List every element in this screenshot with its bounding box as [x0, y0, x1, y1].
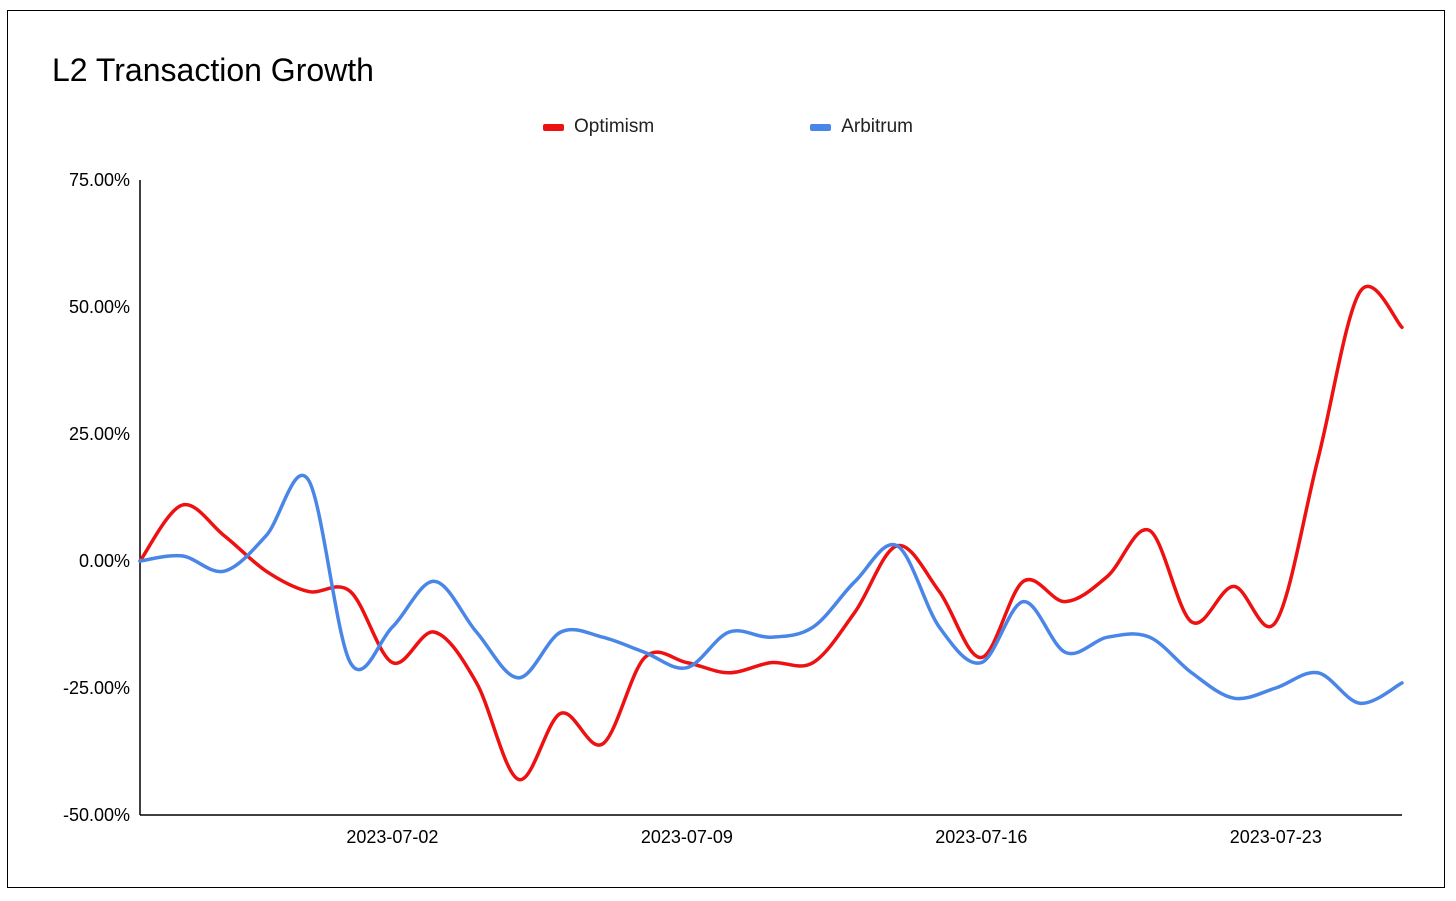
data-point-arbitrum — [475, 630, 479, 634]
x-tick-label: 2023-07-02 — [346, 827, 438, 847]
data-point-arbitrum — [601, 635, 605, 639]
data-point-arbitrum — [895, 544, 899, 548]
data-point-optimism — [1274, 620, 1278, 624]
chart-frame — [7, 10, 1445, 888]
data-point-optimism — [727, 671, 731, 675]
y-tick-label: 25.00% — [69, 424, 130, 444]
data-point-arbitrum — [811, 625, 815, 629]
chart-legend: Optimism Arbitrum — [0, 116, 1456, 138]
data-point-arbitrum — [979, 661, 983, 665]
data-point-optimism — [1063, 600, 1067, 604]
data-point-arbitrum — [1021, 600, 1025, 604]
data-point-optimism — [517, 777, 521, 781]
data-point-arbitrum — [517, 676, 521, 680]
data-point-arbitrum — [1148, 635, 1152, 639]
data-point-arbitrum — [1190, 671, 1194, 675]
y-tick-label: 0.00% — [79, 551, 130, 571]
data-point-optimism — [1106, 574, 1110, 578]
legend-swatch-arbitrum — [810, 123, 832, 131]
data-point-optimism — [811, 661, 815, 665]
data-point-optimism — [1021, 579, 1025, 583]
data-point-arbitrum — [1316, 671, 1320, 675]
data-point-optimism — [306, 589, 310, 593]
data-point-optimism — [937, 589, 941, 593]
series-line-arbitrum — [138, 473, 1404, 705]
data-point-optimism — [601, 742, 605, 746]
x-tick-label: 2023-07-16 — [935, 827, 1027, 847]
data-point-arbitrum — [1400, 681, 1404, 685]
x-tick-label: 2023-07-23 — [1230, 827, 1322, 847]
data-point-optimism — [180, 503, 184, 507]
data-point-arbitrum — [1358, 701, 1362, 705]
data-point-arbitrum — [1274, 686, 1278, 690]
data-point-arbitrum — [1106, 635, 1110, 639]
y-tick-label: -25.00% — [63, 678, 130, 698]
data-point-optimism — [1148, 529, 1152, 533]
data-point-arbitrum — [937, 625, 941, 629]
data-point-arbitrum — [138, 559, 142, 563]
data-point-arbitrum — [432, 579, 436, 583]
data-point-arbitrum — [348, 661, 352, 665]
series-line-optimism — [138, 284, 1404, 782]
data-point-optimism — [685, 661, 689, 665]
data-point-arbitrum — [264, 534, 268, 538]
data-point-optimism — [390, 661, 394, 665]
data-point-optimism — [559, 711, 563, 715]
chart-title: L2 Transaction Growth — [52, 52, 374, 88]
data-point-optimism — [264, 569, 268, 573]
data-point-optimism — [1190, 620, 1194, 624]
data-point-arbitrum — [1232, 696, 1236, 700]
data-point-arbitrum — [769, 635, 773, 639]
data-point-optimism — [643, 656, 647, 660]
y-tick-label: 75.00% — [69, 170, 130, 190]
data-point-arbitrum — [643, 650, 647, 654]
data-point-optimism — [1358, 290, 1362, 294]
legend-item-optimism[interactable]: Optimism — [542, 116, 655, 138]
data-point-arbitrum — [685, 666, 689, 670]
legend-swatch-optimism — [542, 123, 564, 131]
data-point-optimism — [979, 656, 983, 660]
data-point-arbitrum — [853, 579, 857, 583]
legend-item-arbitrum[interactable]: Arbitrum — [684, 116, 913, 138]
x-tick-label: 2023-07-09 — [641, 827, 733, 847]
data-point-optimism — [222, 534, 226, 538]
data-point-optimism — [853, 610, 857, 614]
data-point-arbitrum — [306, 478, 310, 482]
y-tick-label: -50.00% — [63, 805, 130, 825]
data-point-optimism — [432, 630, 436, 634]
data-point-arbitrum — [390, 625, 394, 629]
data-point-optimism — [1232, 584, 1236, 588]
legend-label-optimism: Optimism — [573, 116, 655, 137]
legend-label-arbitrum: Arbitrum — [841, 116, 914, 137]
data-point-arbitrum — [180, 554, 184, 558]
data-point-arbitrum — [1063, 650, 1067, 654]
data-point-arbitrum — [559, 630, 563, 634]
data-point-optimism — [769, 661, 773, 665]
data-point-optimism — [1316, 457, 1320, 461]
y-tick-label: 50.00% — [69, 297, 130, 317]
data-point-arbitrum — [222, 569, 226, 573]
data-point-optimism — [475, 681, 479, 685]
data-point-arbitrum — [727, 630, 731, 634]
data-point-optimism — [348, 589, 352, 593]
data-point-optimism — [1400, 325, 1404, 329]
